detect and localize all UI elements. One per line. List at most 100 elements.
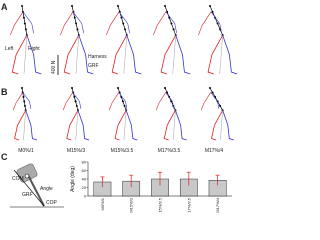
annotation: 400 N [51, 60, 57, 74]
grf-line [172, 110, 176, 141]
trunk [71, 87, 79, 111]
panel-label: C [1, 152, 8, 162]
marker [170, 22, 173, 25]
annotation: GRF [22, 192, 33, 198]
condition-label: M0%/1 [18, 148, 34, 154]
condition-label: M17%/4 [205, 148, 224, 154]
marker [123, 28, 126, 31]
grf-line [219, 35, 223, 75]
trunk [117, 87, 127, 111]
left-arm [10, 11, 24, 36]
x-tick-label: M15%/3 [129, 197, 134, 212]
marker [22, 16, 25, 19]
x-tick-label: M17%/3.5 [186, 197, 191, 213]
y-axis-label: Angle (deg) [70, 166, 76, 192]
right-leg [126, 35, 142, 75]
condition-label: M15%/3 [67, 148, 86, 154]
marker [211, 10, 214, 13]
left-arm [12, 92, 23, 111]
right-arm [210, 11, 222, 34]
y-tick-label: 80 [82, 160, 87, 165]
right-leg [175, 35, 191, 75]
marker [75, 22, 78, 25]
x-tick-label: M17%/4 [215, 197, 220, 212]
right-arm [118, 11, 130, 34]
marker [71, 5, 73, 7]
right-arm [165, 92, 175, 109]
right-arm [210, 92, 220, 109]
grf-line [123, 35, 127, 75]
grf-line [75, 110, 79, 141]
marker [219, 104, 222, 107]
left-leg [163, 110, 176, 141]
trunk [21, 87, 27, 111]
right-leg [125, 110, 138, 141]
left-arm [60, 11, 74, 36]
marker [164, 87, 166, 89]
left-arm [62, 92, 73, 111]
y-tick-label: 0 [84, 194, 87, 199]
marker [23, 22, 26, 25]
annotation: COP [46, 200, 58, 206]
marker [123, 104, 126, 107]
left-arm [155, 92, 166, 111]
marker [21, 5, 23, 7]
y-tick-label: 40 [82, 177, 87, 182]
right-arm [22, 92, 32, 109]
right-leg [222, 110, 234, 141]
left-leg [66, 110, 79, 141]
trunk [164, 5, 177, 36]
panel-label: B [1, 87, 8, 97]
trunk [209, 87, 223, 111]
marker [117, 87, 119, 89]
right-leg [26, 35, 42, 75]
marker [23, 104, 26, 107]
marker [73, 16, 76, 19]
right-leg [222, 35, 237, 75]
right-leg [175, 110, 187, 141]
condition-label: M15%/3.5 [111, 148, 134, 154]
left-leg [63, 34, 80, 75]
marker [71, 87, 73, 89]
marker [24, 28, 27, 31]
trunk [21, 5, 28, 36]
trunk [209, 5, 223, 36]
marker [73, 95, 76, 98]
x-tick-label: M0%/1 [100, 197, 105, 210]
panel-label: A [1, 2, 8, 12]
left-arm [153, 11, 167, 36]
trunk [117, 5, 128, 36]
marker [166, 91, 169, 94]
left-arm [108, 92, 119, 111]
marker [120, 16, 123, 19]
right-arm [72, 11, 84, 34]
marker [75, 104, 78, 107]
right-leg [77, 110, 90, 141]
marker [211, 91, 214, 94]
figure: A B C Left Right Harness GRF 400 N COM G… [1, 2, 237, 213]
marker [122, 22, 125, 25]
marker [21, 87, 23, 89]
left-arm [106, 11, 120, 36]
left-leg [211, 110, 223, 141]
y-tick-label: 20 [82, 185, 87, 190]
left-leg [111, 34, 128, 75]
marker [164, 5, 166, 7]
grf-line [220, 110, 223, 141]
marker [172, 28, 175, 31]
diagram [10, 163, 64, 208]
left-leg [14, 110, 27, 141]
marker [76, 28, 79, 31]
condition-label: M17%/3.5 [158, 148, 181, 154]
right-leg [78, 35, 94, 75]
marker [209, 87, 211, 89]
grf-line [172, 35, 176, 75]
left-leg [160, 34, 177, 75]
left-leg [114, 110, 127, 141]
right-leg [25, 110, 37, 141]
grf-line [123, 110, 127, 141]
marker [74, 100, 77, 103]
annotation: GRF [88, 63, 99, 69]
right-arm [118, 92, 128, 109]
annotation: Angle [40, 186, 53, 192]
